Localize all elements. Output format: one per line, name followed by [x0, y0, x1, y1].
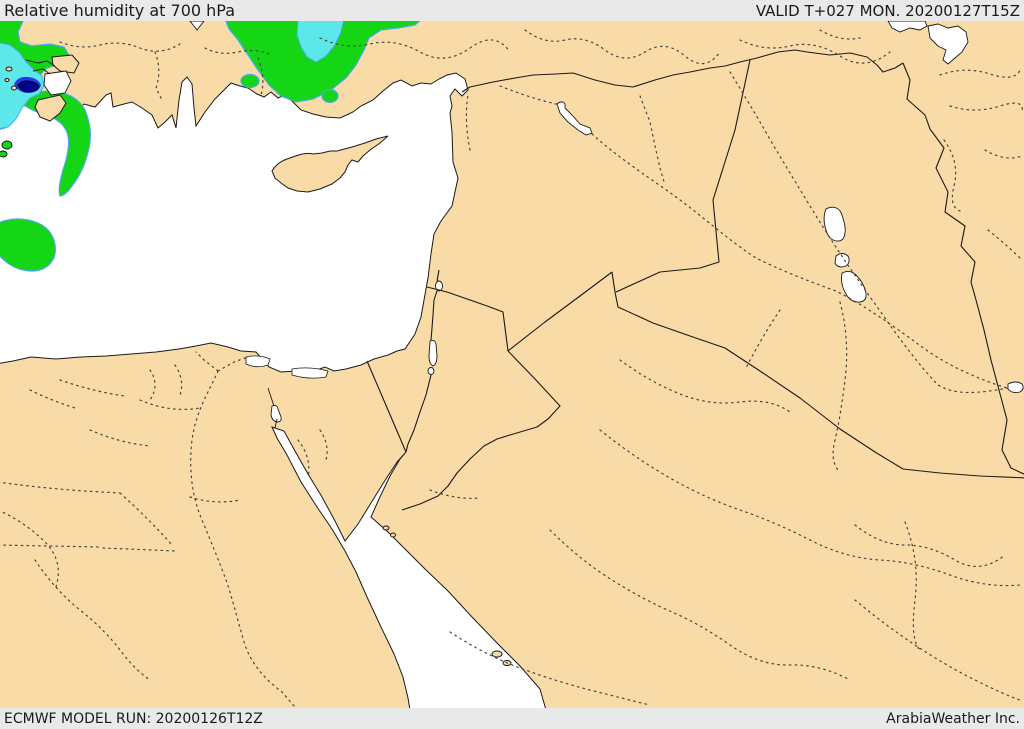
suez-canal	[267, 387, 278, 429]
dead-sea-south-basin	[427, 367, 435, 375]
border-egypt-israel	[366, 360, 407, 453]
border-jordan-saudi	[401, 350, 561, 511]
lake-van	[887, 21, 928, 33]
lake-tharthar	[823, 206, 846, 242]
humidity-green-island-1	[1, 140, 13, 150]
border-turkey-syria-iraq	[461, 49, 904, 93]
aegean-island-2	[11, 85, 17, 91]
border-jordan-syria	[426, 286, 509, 352]
humidity-cyan-central-turkey	[296, 21, 345, 63]
cyprus-island	[271, 135, 389, 193]
border-iran-iraq	[902, 62, 1024, 475]
izmir-coast-land	[34, 94, 67, 122]
lake-assad	[556, 101, 593, 136]
red-sea	[271, 426, 546, 708]
footer-bar: ECMWF MODEL RUN: 20200126T12Z ArabiaWeat…	[0, 708, 1024, 729]
credit-label: ArabiaWeather Inc.	[886, 710, 1020, 727]
border-syria-iraq	[615, 59, 751, 293]
humidity-green-izmir-swirl	[17, 90, 91, 197]
red-sea-coastal-island-1	[491, 650, 503, 658]
border-israel-jordan-rift	[405, 269, 440, 453]
model-run-label: ECMWF MODEL RUN: 20200126T12Z	[4, 710, 263, 727]
delta-lagoon-1	[245, 355, 271, 368]
lake-habbaniyah	[834, 253, 850, 268]
humidity-green-island-2	[0, 150, 8, 158]
sea-of-galilee	[435, 280, 443, 292]
border-jordan-iraq	[507, 271, 613, 352]
sea-of-marmara	[43, 70, 72, 96]
humidity-green-blob-small-2	[321, 88, 339, 104]
header-bar: Relative humidity at 700 hPa VALID T+027…	[0, 0, 1024, 21]
dardanelles-coast-lines	[25, 59, 56, 75]
tiran-island-2	[390, 532, 396, 538]
border-iraq-saudi	[611, 271, 1024, 479]
map-title: Relative humidity at 700 hPa	[4, 1, 236, 20]
arabia-wadi-lines	[429, 301, 1021, 706]
tiran-island-1	[382, 525, 390, 531]
humidity-green-sea-blob	[0, 218, 56, 272]
humidity-green-blob-small-1	[240, 73, 260, 89]
mesopotamia-river-lines	[499, 71, 1011, 394]
lake-razzazah	[841, 270, 867, 303]
lake-urmia	[927, 23, 969, 65]
iraq-marsh-lake	[1007, 381, 1024, 394]
humidity-navy-marmara	[17, 80, 40, 93]
lake-tuz	[189, 21, 205, 31]
valid-time-label: VALID T+027 MON. 20200127T15Z	[755, 1, 1020, 20]
bitter-lakes	[270, 404, 282, 423]
turkey-river-lines	[59, 29, 891, 151]
aegean-island-1	[5, 66, 13, 72]
egypt-lines	[0, 351, 328, 707]
dead-sea	[428, 339, 438, 367]
delta-lagoon-2	[291, 367, 329, 379]
aegean-island-3	[4, 78, 10, 82]
weather-map	[0, 21, 1024, 708]
